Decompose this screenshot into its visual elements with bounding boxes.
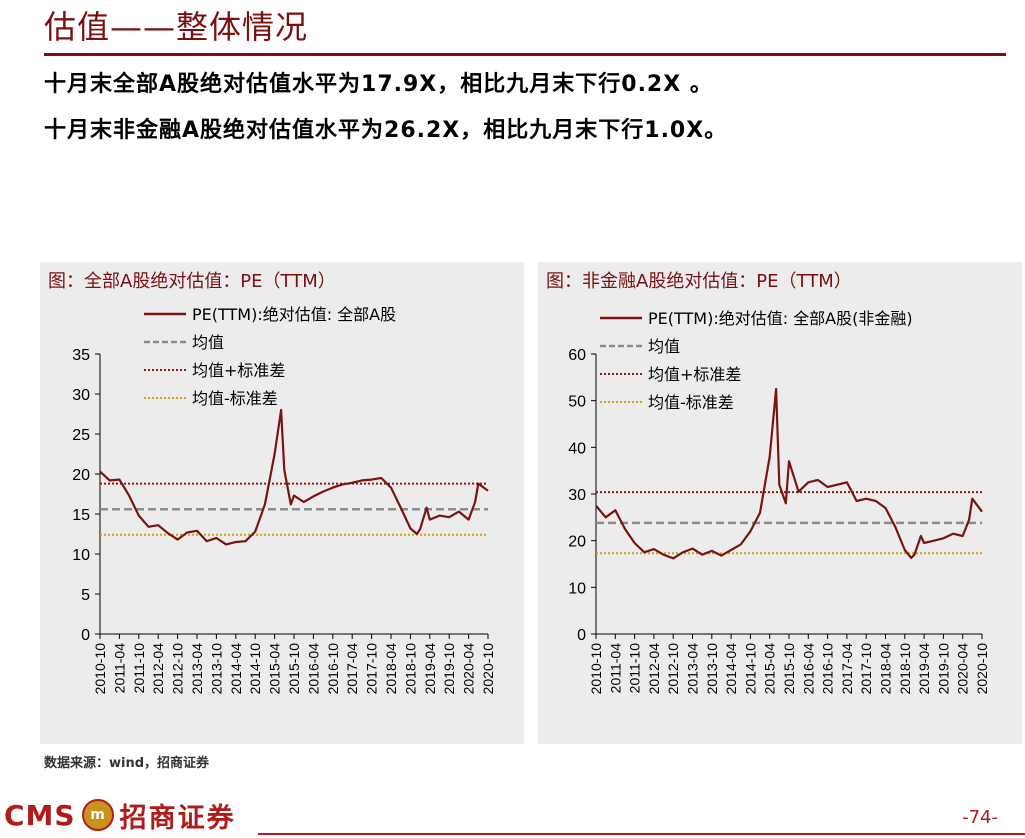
x-tick-label: 2014-10 bbox=[742, 643, 758, 695]
y-tick-label: 10 bbox=[568, 580, 586, 597]
page-number: -74- bbox=[962, 807, 998, 828]
x-tick-label: 2013-10 bbox=[704, 643, 720, 695]
chart-panel-non-financial: 图：非金融A股绝对估值：PE（TTM） 0 10 20 30 40 50 60 2010-10… bbox=[538, 262, 1022, 744]
legend-label: 均值-标准差 bbox=[192, 389, 278, 408]
x-tick-label: 2020-10 bbox=[480, 643, 496, 695]
y-tick-label: 20 bbox=[568, 534, 586, 551]
x-tick-label: 2017-10 bbox=[364, 643, 380, 695]
y-tick-label: 35 bbox=[72, 347, 90, 364]
logo-cms-text: CMS bbox=[4, 798, 76, 832]
chart-title: 图：非金融A股绝对估值：PE（TTM） bbox=[546, 271, 852, 292]
x-tick-label: 2017-04 bbox=[839, 643, 855, 695]
x-tick-label: 2018-10 bbox=[897, 643, 913, 695]
x-tick-label: 2018-04 bbox=[878, 643, 894, 695]
x-tick-label: 2013-10 bbox=[208, 643, 224, 695]
x-tick-label: 2019-04 bbox=[422, 643, 438, 695]
y-tick-label: 30 bbox=[568, 487, 586, 504]
x-tick-label: 2011-10 bbox=[131, 643, 147, 694]
x-tick-label: 2015-10 bbox=[286, 643, 302, 695]
x-tick-label: 2020-04 bbox=[955, 643, 971, 695]
y-tick-label: 25 bbox=[72, 427, 90, 444]
chart-non-financial: 0 10 20 30 40 50 60 2010-10 2011-04 2011-10 2012-0… bbox=[568, 309, 990, 695]
x-tick-label: 2019-10 bbox=[441, 643, 457, 695]
chart-title: 图：全部A股绝对估值：PE（TTM） bbox=[48, 271, 336, 292]
legend-label: 均值-标准差 bbox=[648, 393, 734, 412]
legend-label: 均值+标准差 bbox=[648, 365, 741, 384]
x-tick-label: 2013-04 bbox=[189, 643, 205, 695]
x-tick-label: 2014-10 bbox=[247, 643, 263, 695]
y-tick-label: 40 bbox=[568, 440, 586, 457]
y-tick-label: 0 bbox=[577, 627, 586, 644]
x-tick-label: 2010-10 bbox=[92, 643, 108, 695]
y-tick-label: 30 bbox=[72, 387, 90, 404]
x-tick-label: 2016-04 bbox=[305, 643, 321, 695]
x-tick-label: 2016-04 bbox=[800, 643, 816, 695]
x-tick-label: 2011-04 bbox=[111, 643, 127, 694]
x-tick-label: 2017-10 bbox=[858, 643, 874, 695]
data-source: 数据来源：wind，招商证券 bbox=[44, 756, 210, 771]
y-tick-label: 0 bbox=[81, 627, 90, 644]
chart-panel-all-a: 图：全部A股绝对估值：PE（TTM） 0 5 10 15 20 25 30 35 2010-10… bbox=[40, 262, 524, 744]
company-logo: CMS m 招商证券 bbox=[4, 797, 236, 834]
x-tick-label: 2018-10 bbox=[402, 643, 418, 695]
x-tick-label: 2012-10 bbox=[170, 643, 186, 695]
x-tick-label: 2012-04 bbox=[150, 643, 166, 695]
logo-company-name: 招商证券 bbox=[119, 802, 236, 834]
y-tick-label: 60 bbox=[568, 347, 586, 364]
x-tick-label: 2016-10 bbox=[820, 643, 836, 695]
legend-label: 均值 bbox=[192, 333, 224, 352]
summary-line-1: 十月末全部A股绝对估值水平为17.9X，相比九月末下行0.2X 。 bbox=[44, 72, 713, 97]
x-tick-label: 2011-04 bbox=[607, 643, 623, 694]
y-tick-label: 20 bbox=[72, 467, 90, 484]
x-tick-label: 2011-10 bbox=[627, 643, 643, 694]
x-tick-label: 2014-04 bbox=[228, 643, 244, 695]
x-tick-label: 2016-10 bbox=[325, 643, 341, 695]
y-tick-label: 5 bbox=[81, 587, 90, 604]
y-tick-label: 15 bbox=[72, 507, 90, 524]
page-title: 估值——整体情况 bbox=[44, 8, 309, 46]
summary-line-2: 十月末非金融A股绝对估值水平为26.2X，相比九月末下行1.0X。 bbox=[44, 118, 728, 143]
x-tick-label: 2020-10 bbox=[974, 643, 990, 695]
y-tick-label: 50 bbox=[568, 394, 586, 411]
logo-badge-icon: m bbox=[81, 799, 114, 831]
pe-series-line bbox=[99, 408, 489, 546]
x-tick-label: 2015-04 bbox=[267, 643, 283, 695]
legend-label: 均值+标准差 bbox=[192, 361, 285, 380]
x-tick-label: 2010-10 bbox=[588, 643, 604, 695]
x-tick-label: 2019-04 bbox=[916, 643, 932, 695]
legend-label: 均值 bbox=[648, 337, 680, 356]
x-tick-label: 2015-10 bbox=[781, 643, 797, 695]
x-tick-label: 2014-04 bbox=[723, 643, 739, 695]
x-tick-label: 2019-10 bbox=[935, 643, 951, 695]
x-tick-label: 2012-10 bbox=[665, 643, 681, 695]
legend-label: PE(TTM):绝对估值: 全部A股 bbox=[192, 305, 396, 324]
x-tick-label: 2018-04 bbox=[383, 643, 399, 695]
y-tick-label: 10 bbox=[72, 547, 90, 564]
x-tick-label: 2015-04 bbox=[762, 643, 778, 695]
x-tick-label: 2020-04 bbox=[461, 643, 477, 695]
x-tick-label: 2012-04 bbox=[646, 643, 662, 695]
legend-label: PE(TTM):绝对估值: 全部A股(非金融) bbox=[648, 309, 913, 328]
x-tick-label: 2013-04 bbox=[685, 643, 701, 695]
footer-divider bbox=[258, 833, 1025, 835]
pe-series-line bbox=[595, 387, 983, 560]
x-tick-label: 2017-04 bbox=[344, 643, 360, 695]
title-divider bbox=[44, 53, 1006, 56]
